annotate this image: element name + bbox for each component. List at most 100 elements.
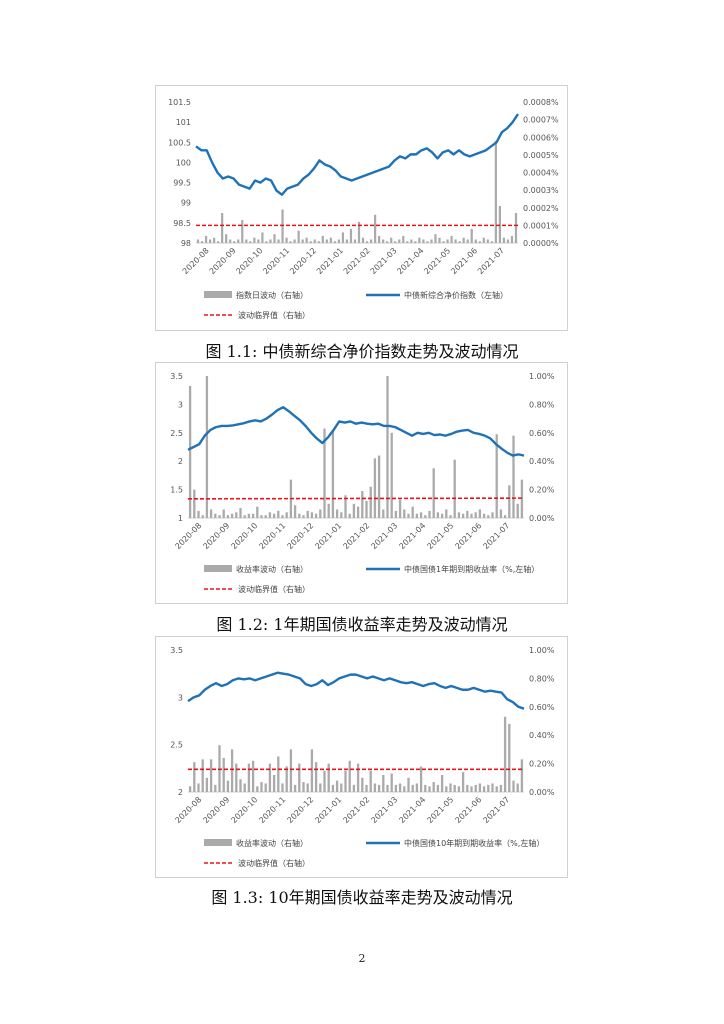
volatility-bar [458,241,461,243]
volatility-bar [514,213,518,243]
volatility-bar [406,241,409,243]
volatility-bar [257,239,260,243]
volatility-bar [205,777,209,792]
volatility-bar [239,779,242,792]
x-tick-label: 2021-03 [369,246,399,276]
legend-threshold-label: 波动临界值（右轴） [238,310,310,320]
volatility-bar [432,782,435,792]
volatility-bar [508,485,511,518]
volatility-bar [411,784,414,792]
volatility-bar [247,513,251,518]
volatility-bar [251,760,255,792]
y-right-tick-label: 0.40% [529,457,555,466]
volatility-bar [193,762,196,792]
volatility-bar [253,237,256,243]
volatility-bar [382,239,385,243]
volatility-bar [482,513,486,518]
volatility-bar [478,241,481,243]
volatility-bar [369,770,372,792]
volatility-bar [349,228,353,243]
y-left-tick-label: 3 [178,693,183,702]
page-number: 2 [358,952,366,965]
volatility-bar [474,512,477,518]
x-tick-label: 2021-04 [397,795,427,825]
volatility-bar [273,234,276,243]
volatility-bar [348,760,351,792]
volatility-bar [502,237,506,243]
volatility-bar [403,786,406,792]
chart-svg-3: 2 2.5 3 3.5 0.00% 0.20% 0.40% 0.60% 0.80% 1.00% 20… [170,646,555,868]
y-right-tick-label: 0.0005% [523,151,559,160]
legend-bar-swatch [204,839,232,846]
volatility-bar [390,773,393,792]
volatility-bar [218,515,221,518]
volatility-bar [348,513,351,518]
legend-threshold-label: 波动临界值（右轴） [238,584,310,594]
x-tick-label: 2020-09 [201,795,231,825]
volatility-bar [331,784,335,792]
figure-caption-2: 图 1.2: 1年期国债收益率走势及波动情况 [216,615,508,634]
y-left-tick-label: 99.5 [173,179,191,188]
volatility-bar [466,510,469,518]
volatility-bar [314,762,318,792]
volatility-bar [201,515,204,518]
volatility-bar [512,780,515,792]
x-tick-label: 2020-09 [201,521,231,551]
volatility-bar [510,235,514,243]
volatility-bar [453,459,456,518]
volatility-bar [440,513,444,518]
volatility-bar [382,509,385,518]
volatility-bar [293,239,296,243]
x-tick-label: 2020-11 [257,521,287,551]
volatility-bar [249,241,252,243]
volatility-bar [214,513,217,518]
volatility-bar [265,241,268,243]
legend-bar-label: 指数日波动（右轴） [236,290,308,300]
volatility-bar [277,510,280,518]
volatility-bar [482,237,485,243]
volatility-bar [222,509,225,518]
volatility-bar [285,766,288,792]
y-right-tick-label: 1.00% [529,372,555,381]
volatility-bar [188,786,192,792]
volatility-bar [453,784,456,792]
volatility-bar [398,239,401,243]
y-right-tick-label: 0.0004% [523,169,559,178]
volatility-bar [428,786,431,792]
x-tick-label: 2020-10 [229,521,259,551]
y-right-tick-label: 0.00% [529,788,555,797]
volatility-bar [495,434,498,518]
x-tick-label: 2021-04 [395,246,425,276]
volatility-bar [357,221,361,243]
volatility-bar [256,786,259,792]
volatility-bar [285,237,288,243]
volatility-bar [436,512,440,518]
volatility-bar [516,503,519,518]
volatility-bar [261,232,264,243]
volatility-bar [474,239,477,243]
chart-panel-2: 1 1.5 2 2.5 3 3.5 0.00% 0.20% 0.40% 0.60% 0.80% 1.0… [155,362,568,604]
volatility-bar [233,241,236,243]
legend-threshold-label: 波动临界值（右轴） [238,858,310,868]
x-tick-label: 2021-05 [425,795,455,825]
volatility-bar [422,239,425,243]
volatility-bar [323,428,326,518]
volatility-bar [243,515,246,518]
volatility-bar [289,749,293,792]
volatility-bar [237,239,240,243]
volatility-bar [474,784,477,792]
y-left-tick-label: 3.5 [170,372,183,381]
x-tick-label: 2020-12 [288,246,318,276]
volatility-bar [327,763,330,792]
volatility-bar [503,716,507,792]
volatility-bar [323,770,326,792]
volatility-bar [445,509,448,518]
x-tick-label: 2021-07 [476,246,506,276]
volatility-bar [377,455,381,518]
x-tick-label: 2020-10 [234,246,264,276]
legend-line-label: 中债新综合净价指数（左轴） [404,290,508,300]
y-left-tick-label: 2 [178,457,183,466]
volatility-bar [301,239,304,243]
chart-panel-3: 2 2.5 3 3.5 0.00% 0.20% 0.40% 0.60% 0.80% 1.00% 20… [155,636,568,878]
volatility-bar [293,784,297,792]
